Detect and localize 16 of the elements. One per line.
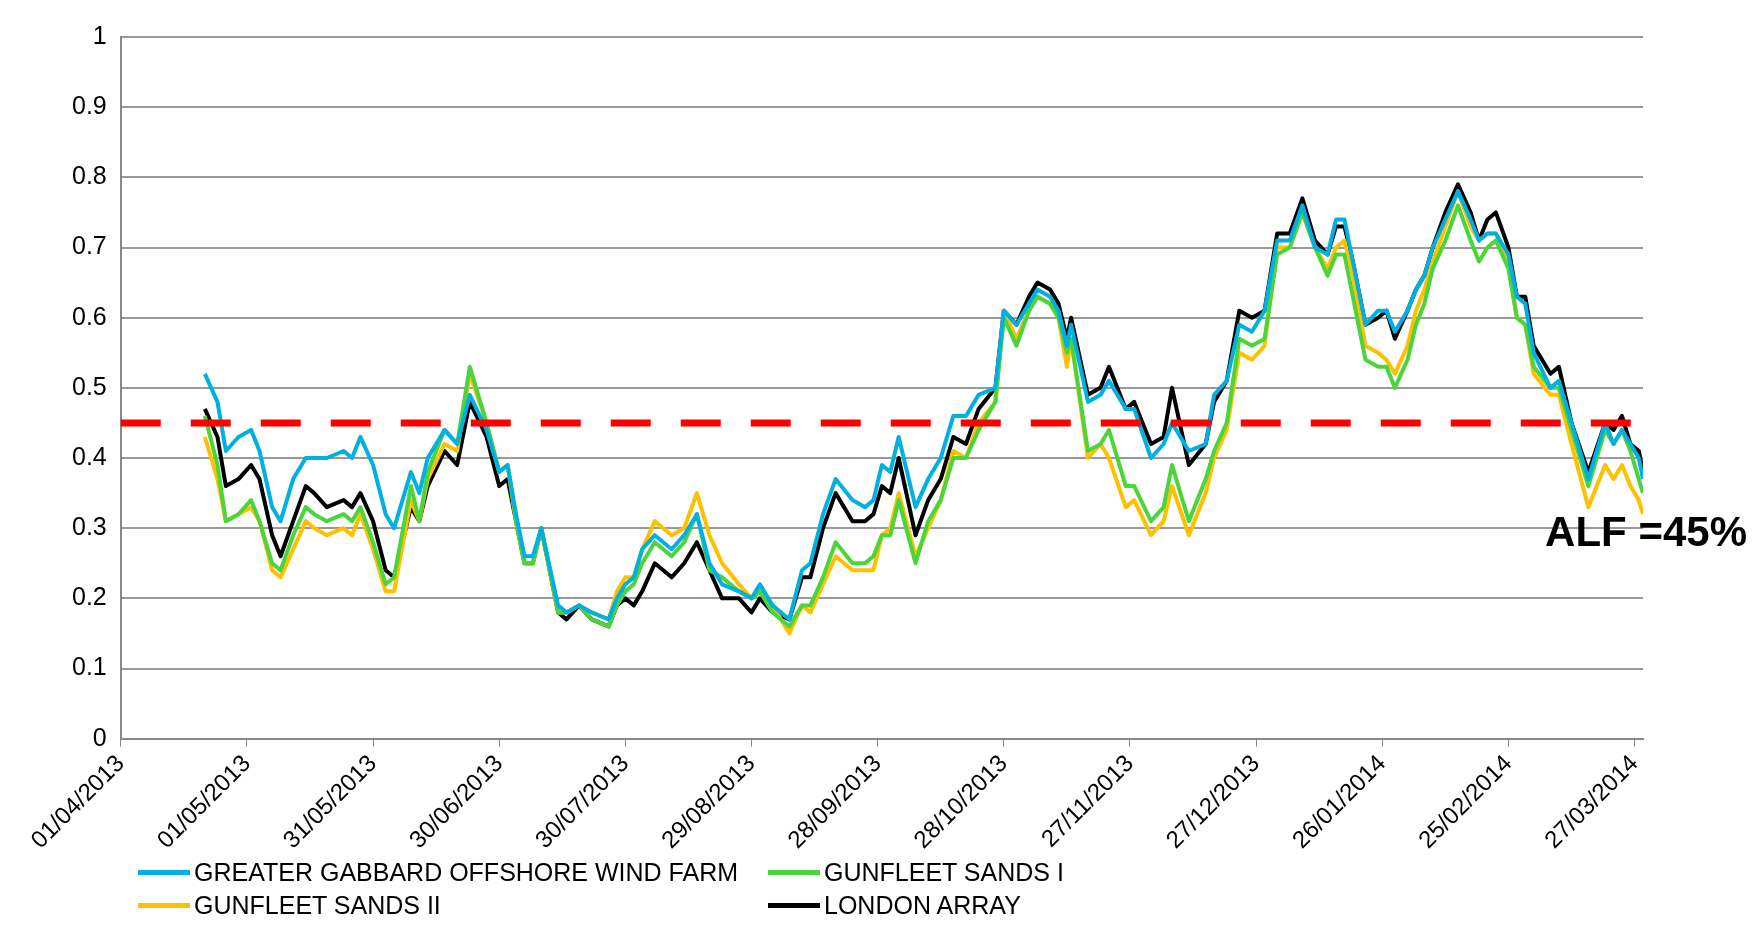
legend-label: LONDON ARRAY: [824, 891, 1021, 920]
ref-line-label: ALF =45%: [1545, 507, 1747, 555]
y-tick-label: 0.3: [71, 512, 107, 541]
y-tick-label: 0.2: [71, 582, 107, 611]
y-tick-label: 0.8: [71, 161, 107, 190]
y-tick-label: 0.4: [71, 441, 107, 470]
legend-label: GUNFLEET SANDS II: [194, 891, 441, 920]
y-tick-label: 0.5: [71, 371, 107, 400]
y-tick-label: 0.1: [71, 652, 107, 681]
y-tick-label: 0.7: [71, 231, 107, 260]
y-tick-label: 0.6: [71, 301, 107, 330]
y-tick-label: 0.9: [71, 91, 107, 120]
y-tick-label: 1: [92, 20, 107, 49]
legend-label: GUNFLEET SANDS I: [824, 858, 1064, 887]
legend-label: GREATER GABBARD OFFSHORE WIND FARM: [194, 858, 739, 887]
y-tick-label: 0: [92, 722, 107, 751]
